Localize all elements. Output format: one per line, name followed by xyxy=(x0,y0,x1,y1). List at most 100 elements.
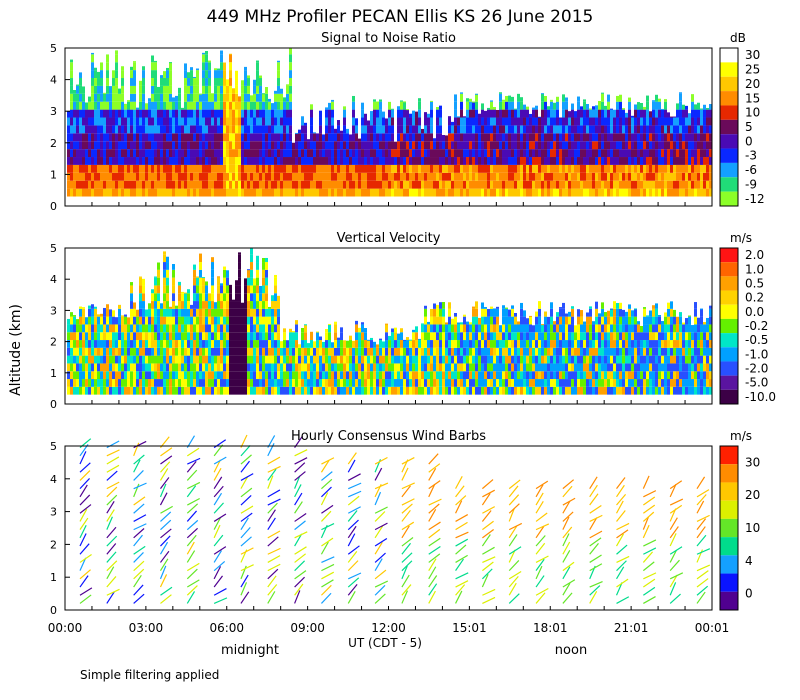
wind-barb xyxy=(240,460,250,473)
colorbar-label: -12 xyxy=(745,192,765,206)
wind-barb xyxy=(106,560,118,572)
wind-barb xyxy=(374,482,389,490)
wind-barb xyxy=(267,475,274,489)
wind-barb xyxy=(320,592,332,604)
wind-barb xyxy=(186,527,198,539)
colorbar-swatch xyxy=(720,105,738,120)
colorbar-swatch xyxy=(720,537,738,556)
wind-barb xyxy=(616,493,627,506)
wind-barb xyxy=(401,584,412,596)
wind-barb xyxy=(508,582,517,596)
wind-barb xyxy=(401,560,413,572)
colorbar-label: 2.0 xyxy=(745,248,764,262)
wind-barb xyxy=(240,527,251,539)
wind-barb xyxy=(321,584,332,596)
wind-barb xyxy=(79,554,92,563)
wind-barb xyxy=(535,587,549,596)
colorbar-label: 0 xyxy=(745,587,753,601)
wind-barb xyxy=(347,525,357,539)
wind-barb xyxy=(133,459,141,473)
wind-barb xyxy=(240,444,251,457)
wind-barb xyxy=(562,541,571,555)
wind-barb xyxy=(294,533,303,547)
wind-barb xyxy=(213,502,224,514)
wind-barb xyxy=(160,519,172,531)
wind-barb xyxy=(267,575,277,588)
wind-barb xyxy=(589,517,598,530)
wind-barb xyxy=(213,467,222,481)
wind-barb xyxy=(294,462,306,473)
wind-barb xyxy=(696,585,709,596)
wind-barb xyxy=(508,549,516,563)
wind-barb xyxy=(106,566,115,580)
wind-barb xyxy=(160,535,171,547)
wind-barb xyxy=(428,508,437,522)
colorbar-swatch xyxy=(720,62,738,77)
wind-barb xyxy=(455,500,463,514)
colorbar-frame xyxy=(719,247,739,405)
wind-barb xyxy=(321,579,334,588)
wind-barb xyxy=(186,519,199,531)
wind-barb xyxy=(428,521,441,531)
wind-barb xyxy=(482,546,495,555)
wind-barb xyxy=(696,578,709,588)
wind-barb xyxy=(320,510,332,522)
colorbar-label: 0.5 xyxy=(745,276,764,290)
wind-barb xyxy=(294,560,306,572)
wind-barb xyxy=(643,596,656,604)
wind-barb xyxy=(159,483,167,498)
wind-barb xyxy=(401,482,415,490)
wind-barb xyxy=(669,574,678,588)
wind-barb xyxy=(133,575,142,588)
wind-barb xyxy=(455,476,463,489)
wind-barb xyxy=(374,584,386,596)
wind-barb xyxy=(508,593,520,604)
wind-barb xyxy=(294,570,307,580)
wind-barb xyxy=(589,504,602,514)
y-tick-label: 2 xyxy=(50,538,57,551)
colorbar-swatch xyxy=(720,276,738,291)
wind-barb xyxy=(133,552,144,563)
wind-barb xyxy=(401,574,410,588)
wind-barb xyxy=(347,545,360,555)
wind-barb xyxy=(79,543,90,555)
wind-barb xyxy=(186,485,197,498)
wind-barb xyxy=(133,482,147,490)
wind-barb xyxy=(213,566,222,580)
wind-barb xyxy=(160,528,172,539)
y-tick-label: 3 xyxy=(50,506,57,519)
wind-barb xyxy=(347,473,361,481)
wind-barb xyxy=(401,485,411,498)
y-tick-label: 2 xyxy=(50,336,57,349)
wind-barb xyxy=(320,492,329,506)
wind-barb xyxy=(267,584,278,596)
wind-barb xyxy=(160,505,173,514)
wind-barb xyxy=(696,500,705,514)
colorbar-swatch xyxy=(720,162,738,178)
wind-barb xyxy=(186,510,198,522)
wind-barb xyxy=(428,575,438,588)
wind-barb xyxy=(213,476,223,489)
wind-barb xyxy=(482,596,496,604)
wind-barb xyxy=(321,478,333,490)
wind-barb xyxy=(562,533,570,547)
wind-barb xyxy=(294,583,304,596)
wind-barb xyxy=(106,576,117,588)
colorbar-label: -5.0 xyxy=(745,376,768,390)
wind-barb xyxy=(669,549,678,563)
wind-barb xyxy=(267,456,281,465)
wind-barb xyxy=(535,484,544,498)
wind-barb xyxy=(347,495,360,506)
wind-barb xyxy=(267,509,276,522)
wind-barb xyxy=(508,525,518,539)
wind-barb xyxy=(294,576,305,588)
wind-barb xyxy=(133,514,147,522)
wind-barb xyxy=(481,574,489,588)
wind-barb xyxy=(106,456,120,465)
wind-barb xyxy=(669,517,678,530)
colorbar-swatch xyxy=(720,248,738,263)
wind-barb xyxy=(428,537,441,547)
colorbar-frame xyxy=(719,47,739,207)
wind-barb xyxy=(455,572,469,580)
wind-barb xyxy=(321,457,335,465)
